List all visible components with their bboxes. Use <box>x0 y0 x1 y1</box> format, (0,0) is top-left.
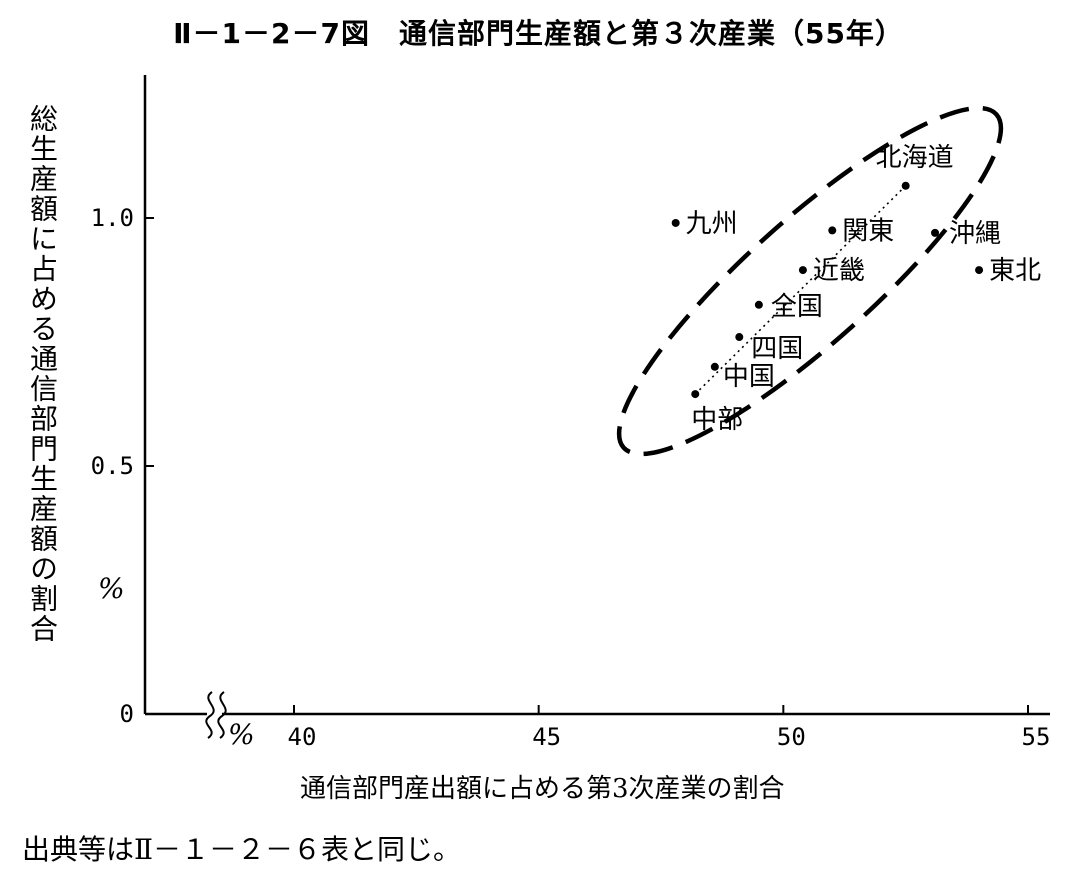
cluster-ellipse <box>616 105 1004 457</box>
axis-break-mark-1 <box>205 691 215 739</box>
y-tick-label: 0.5 <box>91 452 134 480</box>
y-axis-label: 総生産額に占める通信部門生産額の割合 <box>26 104 59 644</box>
x-tick-label: 40 <box>288 723 317 751</box>
x-axis-label: 通信部門産出額に占める第3次産業の割合 <box>300 774 785 804</box>
ticks: 0 0.5 1.0 40 45 50 55 <box>91 204 1051 751</box>
x-tick-label: 55 <box>1022 723 1051 751</box>
source-note: 出典等はⅡ－１－２－６表と同じ。 <box>22 833 462 866</box>
data-point <box>828 226 837 235</box>
y-tick-label: 1.0 <box>91 204 134 232</box>
point-label: 北海道 <box>876 143 954 173</box>
point-label: 中部 <box>691 405 743 435</box>
point-label: 四国 <box>751 334 803 364</box>
data-point <box>754 300 763 309</box>
x-tick-label: 45 <box>532 723 561 751</box>
y-axis-unit: % <box>98 572 125 605</box>
overlays <box>616 105 1004 457</box>
chart-title: Ⅱ－1－2－7図 通信部門生産額と第３次産業（55年） <box>173 17 904 50</box>
data-point <box>975 266 984 275</box>
data-point <box>671 218 680 227</box>
point-label: 関東 <box>842 216 894 246</box>
data-point <box>735 333 744 342</box>
point-label: 近畿 <box>813 256 865 286</box>
point-label: 東北 <box>989 256 1041 286</box>
point-label: 九州 <box>686 209 738 239</box>
data-point <box>691 390 700 399</box>
point-label: 中国 <box>723 362 775 392</box>
data-point <box>901 181 910 190</box>
axis-break-mark-2 <box>217 691 227 739</box>
data-point <box>710 362 719 371</box>
trend-line <box>694 185 907 395</box>
data-point <box>931 228 940 237</box>
point-label: 沖縄 <box>949 219 1001 249</box>
x-axis-unit: % <box>228 718 255 751</box>
y-tick-label: 0 <box>120 700 134 728</box>
point-label: 全国 <box>771 292 823 322</box>
x-tick-label: 50 <box>777 723 806 751</box>
axes <box>143 75 1050 739</box>
data-point <box>798 266 807 275</box>
